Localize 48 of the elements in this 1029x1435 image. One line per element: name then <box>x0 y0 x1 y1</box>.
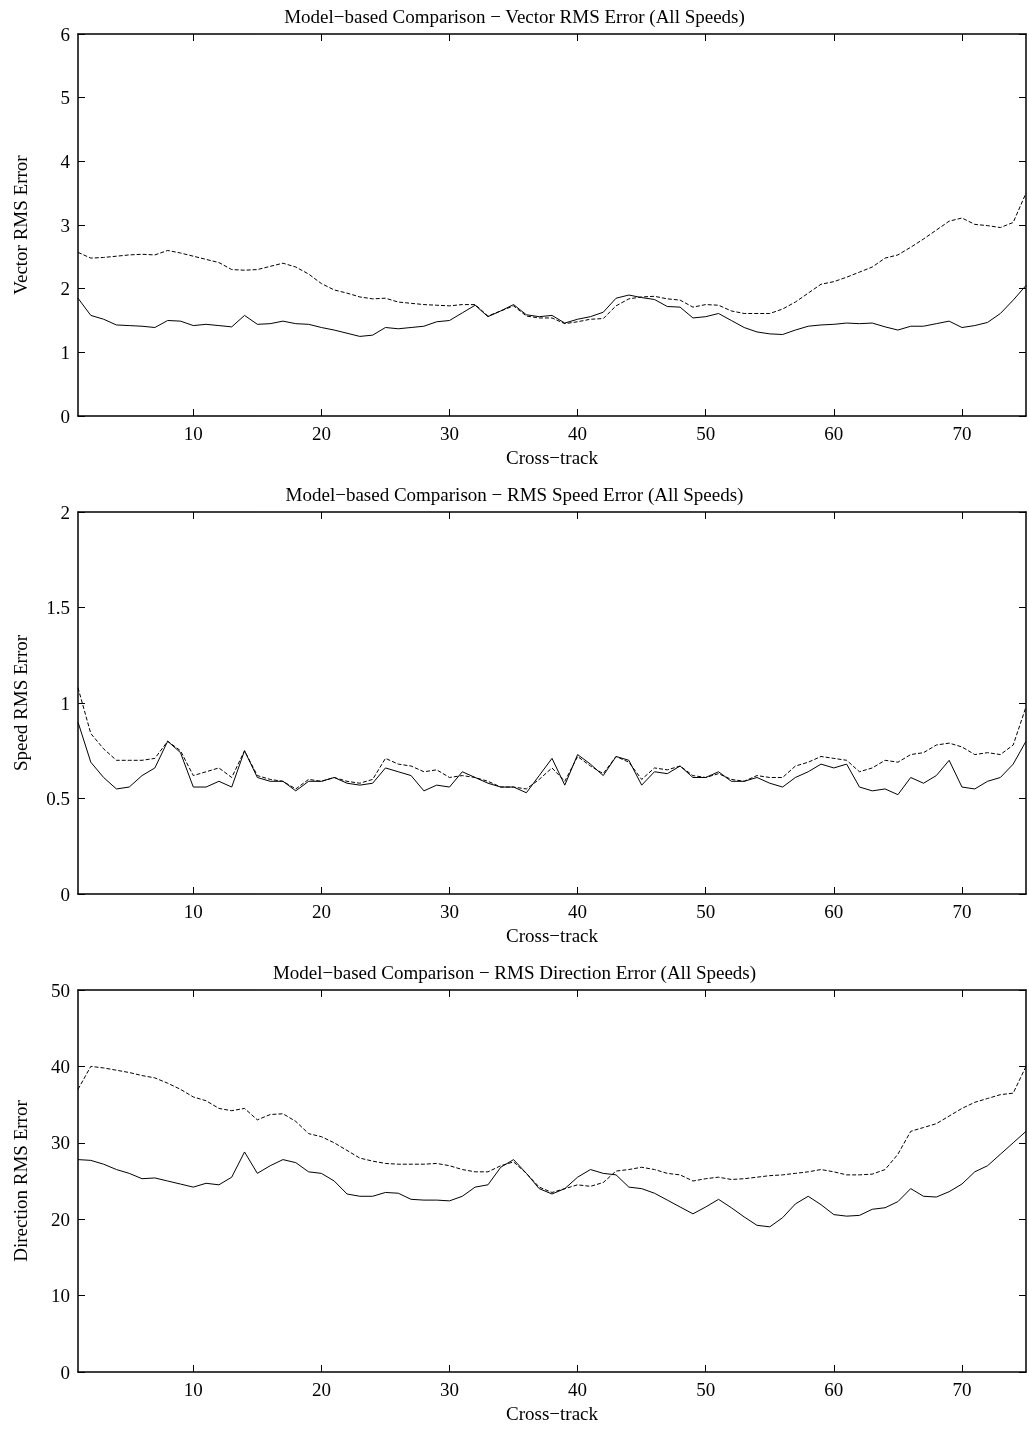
y-tick-label: 1 <box>60 341 70 363</box>
y-tick-label: 20 <box>51 1208 70 1230</box>
x-tick-label: 60 <box>824 901 844 922</box>
x-axis-title: Cross−track <box>506 1402 599 1424</box>
x-tick-label: 50 <box>696 901 716 922</box>
y-tick-label: 50 <box>51 979 70 1001</box>
y-tick-label: 1 <box>60 692 70 714</box>
x-tick-label: 10 <box>183 1379 203 1400</box>
y-tick-label: 30 <box>51 1132 70 1154</box>
x-tick-label: 20 <box>311 423 331 444</box>
y-tick-label: 2 <box>60 501 70 523</box>
x-tick-label: 40 <box>568 423 588 444</box>
y-axis-title: Vector RMS Error <box>10 154 31 295</box>
x-tick-label: 40 <box>568 901 588 922</box>
y-tick-label: 2 <box>60 278 70 300</box>
x-tick-label: 30 <box>440 1379 460 1400</box>
x-tick-label: 70 <box>952 423 972 444</box>
chart-title: Model−based Comparison − RMS Speed Error (All Speeds) <box>285 484 744 506</box>
chart-title: Model−based Comparison − RMS Direction Error (All Speeds) <box>272 962 757 984</box>
y-tick-label: 0.5 <box>46 788 70 809</box>
x-tick-label: 70 <box>952 901 972 922</box>
x-tick-label: 70 <box>952 1379 972 1400</box>
y-tick-label: 40 <box>51 1055 70 1077</box>
y-tick-label: 1.5 <box>46 597 70 618</box>
x-tick-label: 30 <box>440 901 460 922</box>
x-axis-title: Cross−track <box>506 446 599 468</box>
y-tick-label: 0 <box>60 405 70 427</box>
x-tick-label: 60 <box>824 423 844 444</box>
x-tick-label: 50 <box>696 423 716 444</box>
y-axis-title: Direction RMS Error <box>10 1099 31 1262</box>
y-tick-label: 10 <box>51 1285 70 1307</box>
y-tick-label: 4 <box>60 150 71 172</box>
x-tick-label: 30 <box>440 423 460 444</box>
y-tick-label: 5 <box>60 87 70 109</box>
y-tick-label: 6 <box>60 23 70 45</box>
x-tick-label: 60 <box>824 1379 844 1400</box>
x-tick-label: 10 <box>183 423 203 444</box>
y-tick-label: 3 <box>60 214 70 236</box>
x-axis-title: Cross−track <box>506 924 599 946</box>
y-tick-label: 0 <box>60 883 70 905</box>
x-tick-label: 10 <box>183 901 203 922</box>
x-tick-label: 50 <box>696 1379 716 1400</box>
y-axis-title: Speed RMS Error <box>10 634 31 772</box>
x-tick-label: 20 <box>311 901 331 922</box>
x-tick-label: 20 <box>311 1379 331 1400</box>
x-tick-label: 40 <box>568 1379 588 1400</box>
y-tick-label: 0 <box>60 1361 70 1383</box>
chart-title: Model−based Comparison − Vector RMS Error (All Speeds) <box>284 6 745 28</box>
